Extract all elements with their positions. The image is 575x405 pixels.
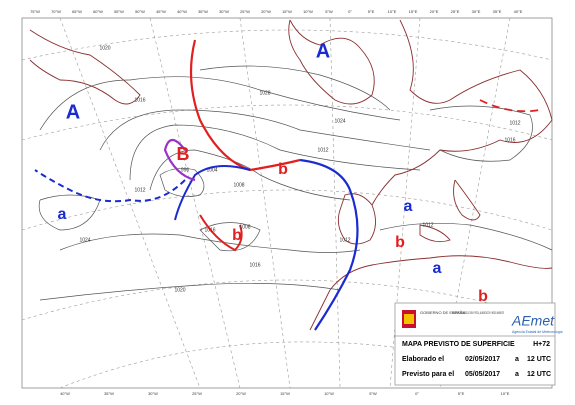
longitude-label: 60°W [93, 9, 103, 14]
longitude-label: 5°W [369, 391, 377, 396]
occluded-front [163, 138, 196, 182]
issued-at: a [515, 356, 519, 363]
fronts [34, 39, 541, 331]
agency-name: Agencia Estatal de Meteorología [512, 330, 563, 334]
longitude-label: 30°W [148, 391, 158, 396]
pressure-center: b [478, 288, 488, 305]
frame [21, 17, 553, 389]
agency-logo: AEmet [511, 313, 555, 329]
valid-time: 12 UTC [527, 371, 551, 378]
isobar-label: 1024 [79, 237, 90, 243]
lead-time: H+72 [533, 341, 550, 348]
cold-front [299, 158, 359, 331]
isobar-label: 1020 [99, 45, 110, 51]
pressure-center: A [316, 40, 330, 62]
isobar-label: 1012 [317, 147, 328, 153]
isobar-label: 1012 [422, 222, 433, 228]
warm-front [199, 214, 243, 252]
longitude-label: 40°W [60, 391, 70, 396]
longitude-label: 20°W [236, 391, 246, 396]
pressure-center: a [404, 198, 413, 215]
isobar-label: 1012 [509, 120, 520, 126]
longitude-label: 25°W [192, 391, 202, 396]
valid-label: Previsto para el [402, 371, 454, 378]
map-title: MAPA PREVISTO DE SUPERFICIE [402, 341, 515, 348]
pressure-center: a [433, 260, 442, 277]
cold-front [174, 165, 251, 221]
warm-front [189, 39, 301, 172]
trough [479, 99, 541, 113]
longitude-label: 10°E [501, 391, 510, 396]
pressure-center: b [395, 234, 405, 251]
isobar-label: 1016 [134, 97, 145, 103]
issued-time: 12 UTC [527, 356, 551, 363]
isobar-label: 1016 [204, 227, 215, 233]
longitude-label: 40°W [177, 9, 187, 14]
graticule [21, 17, 553, 389]
longitude-label: 55°W [114, 9, 124, 14]
longitude-label: 30°E [472, 9, 481, 14]
longitude-label: 75°W [30, 9, 40, 14]
pressure-center: a [58, 206, 67, 223]
issued-label: Elaborado el [402, 356, 444, 363]
pressure-center: A [66, 101, 80, 123]
longitude-label: 65°W [72, 9, 82, 14]
longitude-label: 45°W [156, 9, 166, 14]
longitude-label: 35°W [198, 9, 208, 14]
legend-box: GOBIERNO DE ESPAÑA MINISTERIO DE AGRICUL… [394, 302, 563, 386]
longitude-label: 5°E [368, 9, 375, 14]
longitude-label: 40°E [514, 9, 523, 14]
longitude-label: 70°W [51, 9, 61, 14]
longitude-label: 20°E [430, 9, 439, 14]
isobar-label: 1024 [334, 118, 345, 124]
isobar-label: 1028 [259, 90, 270, 96]
isobar-label: 1008 [239, 224, 250, 230]
issued-date: 02/05/2017 [465, 356, 500, 363]
isobar-label: 1012 [339, 237, 350, 243]
longitude-label: 30°W [219, 9, 229, 14]
isobar-label: 1004 [206, 167, 217, 173]
longitude-label: 10°W [303, 9, 313, 14]
isobar-label: 996 [181, 167, 190, 173]
longitude-label: 15°W [280, 391, 290, 396]
isobar-label: 1008 [233, 182, 244, 188]
pressure-center: b [278, 161, 288, 178]
pressure-center: b [232, 227, 242, 244]
ministry-text: MINISTERIO DE AGRICULTURA Y PESCA, ALIME… [452, 310, 504, 315]
isobar-label: 1016 [504, 137, 515, 143]
longitude-label: 15°E [409, 9, 418, 14]
government-text: GOBIERNO DE ESPAÑA [420, 310, 466, 315]
pressure-center: B [177, 144, 190, 164]
longitude-label: 0° [348, 9, 352, 14]
longitude-label: 35°W [104, 391, 114, 396]
longitude-label: 5°W [325, 9, 333, 14]
isobar-label: 1016 [249, 262, 260, 268]
longitude-label: 50°W [135, 9, 145, 14]
longitude-label: 20°W [261, 9, 271, 14]
isobars [38, 65, 553, 301]
isobar-label: 1012 [134, 187, 145, 193]
longitude-label: 5°E [458, 391, 465, 396]
longitude-label: 0° [415, 391, 419, 396]
longitude-label: 25°E [451, 9, 460, 14]
valid-date: 05/05/2017 [465, 371, 500, 378]
isobar-label: 1020 [174, 287, 185, 293]
longitude-label: 35°E [493, 9, 502, 14]
longitude-label: 15°W [282, 9, 292, 14]
valid-at: a [515, 371, 519, 378]
longitude-label: 25°W [240, 9, 250, 14]
longitude-label: 10°E [388, 9, 397, 14]
cold-front [34, 169, 186, 203]
longitude-label: 10°W [324, 391, 334, 396]
